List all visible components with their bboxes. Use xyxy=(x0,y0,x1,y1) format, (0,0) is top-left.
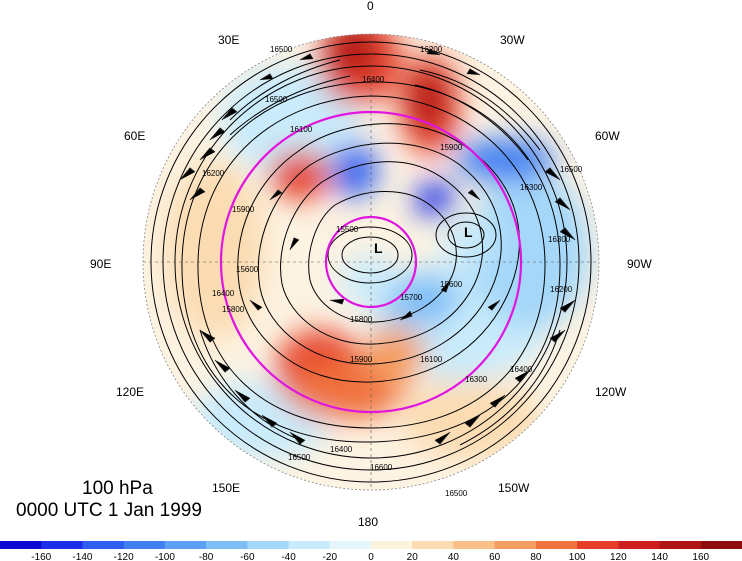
colorbar-tick-label: 0 xyxy=(368,552,374,561)
longitude-label-60w: 60W xyxy=(595,129,620,143)
colorbar-swatch xyxy=(618,541,661,549)
contour-label: 16500 xyxy=(270,45,293,54)
colorbar-tick-label: 80 xyxy=(530,552,542,561)
contour-label: 16200 xyxy=(202,169,225,178)
colorbar-swatch xyxy=(577,541,619,549)
colorbar-tick-label: -100 xyxy=(155,552,175,561)
contour-label: 16300 xyxy=(548,235,571,244)
colorbar-swatch xyxy=(82,541,125,549)
colorbar-tick-label: -60 xyxy=(240,552,255,561)
longitude-label-90w: 90W xyxy=(627,257,652,271)
colorbar-tick-labels: -160 -140 -120 -100 -80 -60 -40 -20 0 20 40 60 80 100… xyxy=(31,552,709,561)
colorbar-swatch xyxy=(288,541,331,549)
contour-label: 15800 xyxy=(350,315,373,324)
contour-label: 16600 xyxy=(370,463,393,472)
colorbar-swatch xyxy=(453,541,496,549)
longitude-labels: 0 30W 60W 90W 120W 150W 180 150E 120E 90… xyxy=(90,0,652,529)
colorbar-tick-label: 20 xyxy=(407,552,419,561)
colorbar-boxes xyxy=(0,541,742,549)
colorbar-tick-label: -160 xyxy=(31,552,51,561)
contour-label: 15900 xyxy=(232,205,255,214)
contour-label: 15600 xyxy=(236,265,259,274)
map-boundary xyxy=(142,33,600,491)
colorbar-swatch xyxy=(247,541,290,549)
contour-label: 16300 xyxy=(520,183,543,192)
colorbar-tick-label: 140 xyxy=(651,552,668,561)
colorbar-tick-label: 160 xyxy=(692,552,709,561)
colorbar-swatch xyxy=(494,541,537,549)
contour-label: 15500 xyxy=(336,225,359,234)
colorbar-swatch xyxy=(123,541,166,549)
longitude-label-180: 180 xyxy=(358,515,378,529)
contour-label: 16300 xyxy=(465,375,488,384)
contour-label: 15900 xyxy=(440,143,463,152)
low-pressure-marker: L xyxy=(374,240,383,256)
longitude-label-150w: 150W xyxy=(498,481,530,495)
contour-label: 16400 xyxy=(510,365,533,374)
longitude-label-150e: 150E xyxy=(212,481,240,495)
colorbar-swatch xyxy=(41,541,83,549)
low-pressure-marker: L xyxy=(464,224,473,240)
colorbar-swatch xyxy=(412,541,454,549)
colorbar-tick-label: -40 xyxy=(281,552,296,561)
colorbar-swatch xyxy=(0,541,42,549)
graticule xyxy=(143,34,599,490)
valid-time-title: 0000 UTC 1 Jan 1999 xyxy=(16,500,202,521)
colorbar-swatch xyxy=(371,541,413,549)
contour-label: 16200 xyxy=(420,45,443,54)
colorbar-tick-label: 100 xyxy=(569,552,586,561)
contour-labels: 16500 16500 16300 16200 15900 15600 1550… xyxy=(202,45,583,498)
colorbar-swatch xyxy=(535,541,578,549)
contour-label: 16500 xyxy=(265,95,288,104)
colorbar-tick-label: -20 xyxy=(323,552,338,561)
longitude-label-120w: 120W xyxy=(595,385,627,399)
contour-label: 16400 xyxy=(212,289,235,298)
colorbar-tick-label: 60 xyxy=(489,552,501,561)
colorbar-tick-label: -140 xyxy=(72,552,92,561)
colorbar-swatch xyxy=(700,541,742,549)
colorbar-swatch xyxy=(329,541,372,549)
colorbar: -160 -140 -120 -100 -80 -60 -40 -20 0 20 40 60 80 100… xyxy=(0,541,742,561)
pressure-level-title: 100 hPa xyxy=(82,478,153,499)
longitude-label-90e: 90E xyxy=(90,257,111,271)
colorbar-swatch xyxy=(659,541,702,549)
colorbar-swatch xyxy=(206,541,248,549)
contour-label: 16400 xyxy=(330,445,353,454)
colorbar-swatch xyxy=(164,541,207,549)
colorbar-tick-label: -80 xyxy=(199,552,214,561)
longitude-label-30e: 30E xyxy=(218,33,239,47)
longitude-label-120e: 120E xyxy=(116,385,144,399)
contour-label: 16100 xyxy=(290,125,313,134)
longitude-label-0: 0 xyxy=(367,0,374,13)
contour-label: 15600 xyxy=(440,280,463,289)
colorbar-tick-label: 40 xyxy=(448,552,460,561)
contour-label: 15900 xyxy=(350,355,373,364)
contour-label: 16100 xyxy=(420,355,443,364)
contour-label: 15700 xyxy=(400,293,423,302)
colorbar-tick-label: 120 xyxy=(610,552,627,561)
contour-label: 16500 xyxy=(445,489,468,498)
longitude-label-60e: 60E xyxy=(124,129,145,143)
colorbar-tick-label: -120 xyxy=(114,552,134,561)
longitude-label-30w: 30W xyxy=(500,33,525,47)
contour-label: 15800 xyxy=(222,305,245,314)
wind-barbs xyxy=(179,48,576,445)
contour-label: 16400 xyxy=(362,75,385,84)
contour-label: 16500 xyxy=(288,453,311,462)
contour-label: 16200 xyxy=(550,285,573,294)
contour-label: 16500 xyxy=(560,165,583,174)
